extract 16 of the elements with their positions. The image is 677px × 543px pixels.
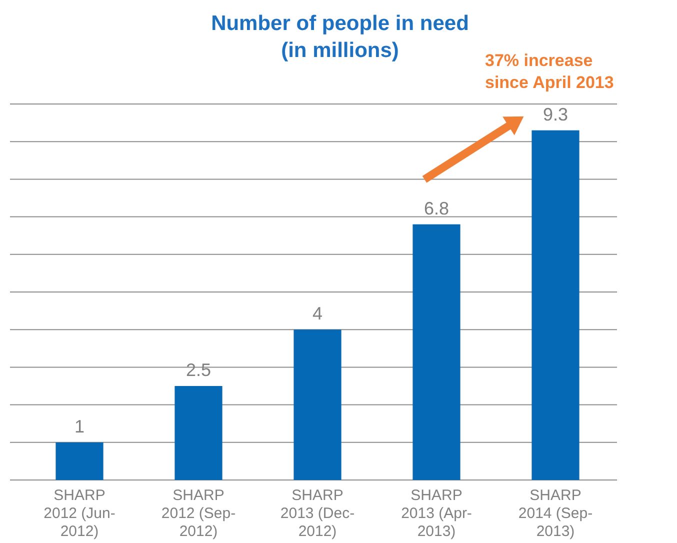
- bar: [412, 224, 460, 480]
- x-tick-label: SHARP 2012 (Jun-2012): [44, 487, 116, 540]
- x-tick-label: SHARP 2013 (Dec-2012): [280, 487, 355, 540]
- text: 37% increase since April 2013: [485, 51, 614, 92]
- chart-title: Number of people in need (in millions): [211, 12, 469, 62]
- bar: [294, 330, 342, 480]
- x-tick-label: SHARP 2012 (Sep-2012): [161, 487, 236, 540]
- x-tick-label: SHARP 2013 (Apr-2013): [401, 487, 472, 540]
- x-tick-label: SHARP 2014 (Sep-2013): [518, 487, 593, 540]
- data-label: 9.3: [542, 104, 568, 124]
- bar: [532, 130, 580, 480]
- data-label: 6.8: [424, 198, 450, 218]
- bar: [56, 442, 104, 480]
- data-label: 1: [74, 416, 85, 436]
- data-label: 4: [312, 304, 323, 324]
- bar: [174, 386, 222, 480]
